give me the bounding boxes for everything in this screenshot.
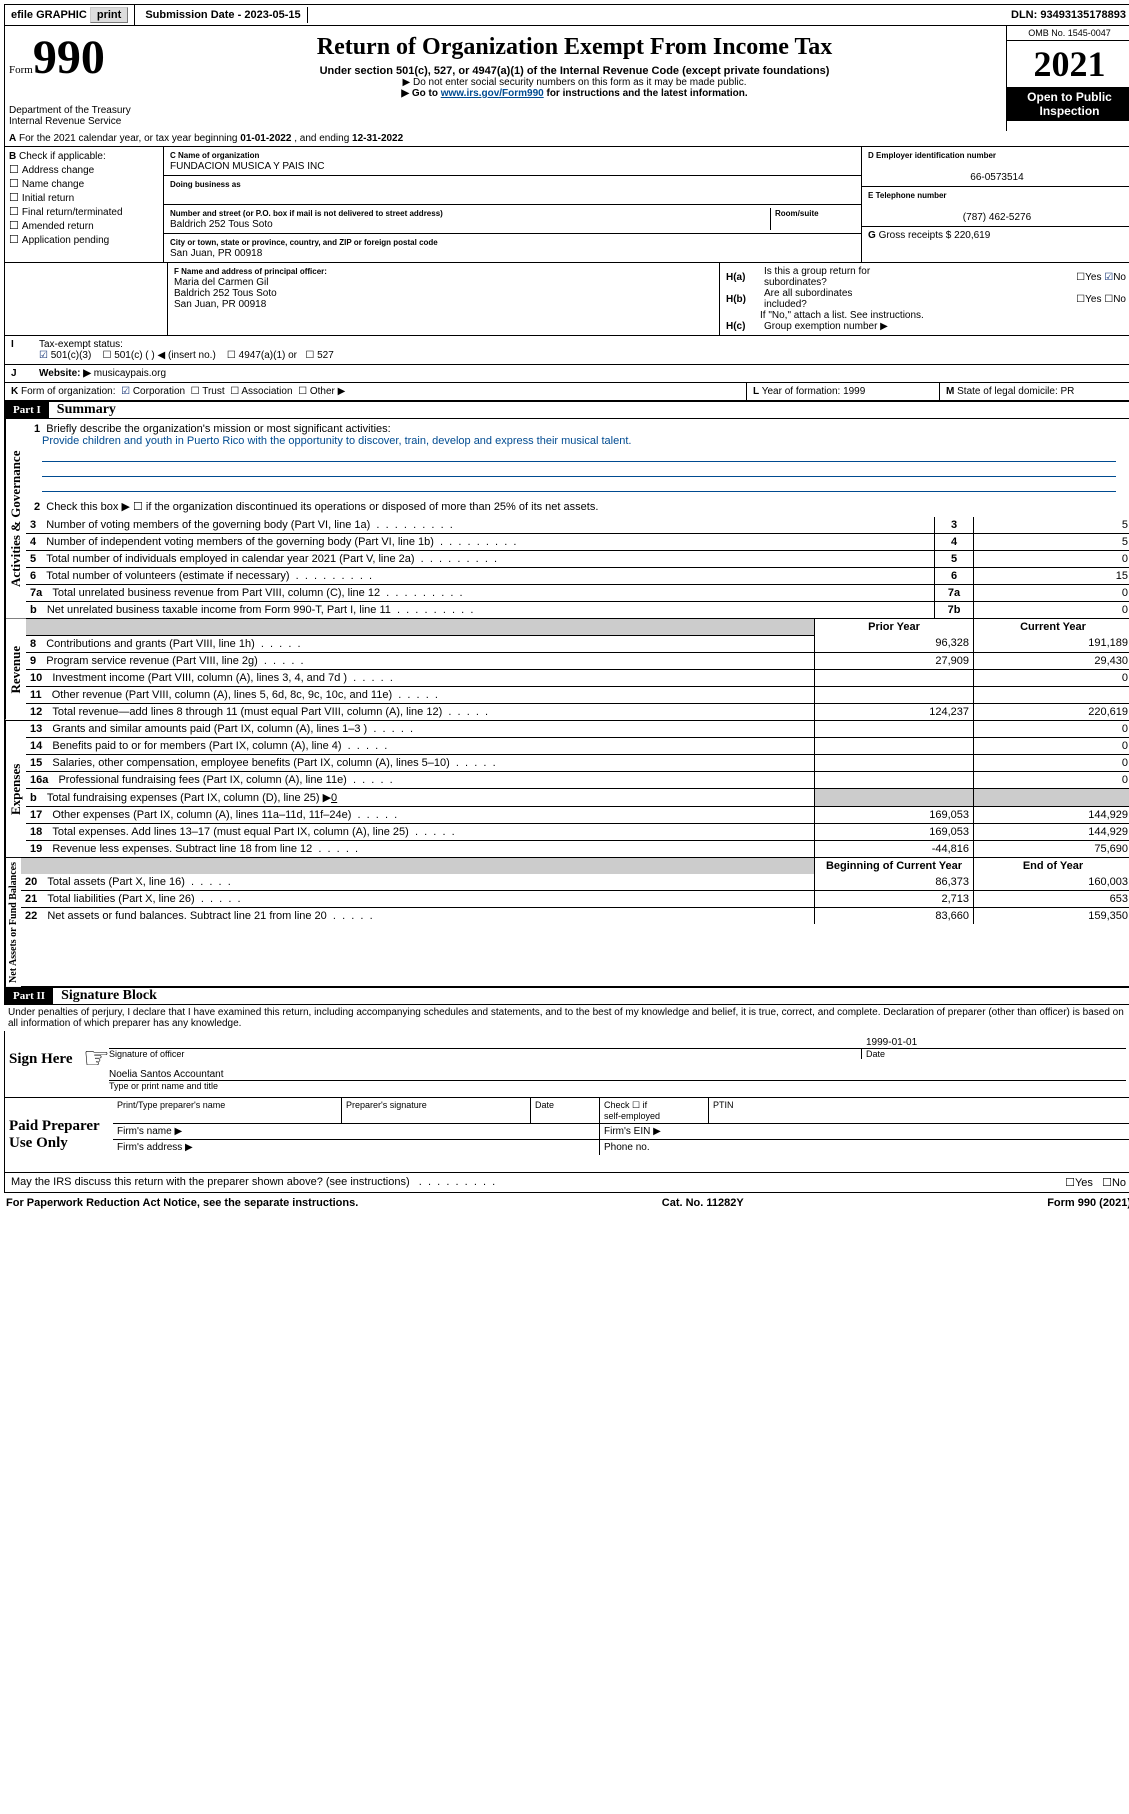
- form-number: 990: [33, 31, 105, 84]
- dept-treasury: Department of the TreasuryInternal Reven…: [9, 105, 139, 127]
- city-cell: City or town, state or province, country…: [164, 234, 861, 262]
- entity-info: B Check if applicable: Address change Na…: [4, 147, 1129, 263]
- vtab-expenses: Expenses: [5, 721, 26, 857]
- chk-initial-return[interactable]: Initial return: [9, 191, 159, 204]
- org-name-cell: C Name of organization FUNDACION MUSICA …: [164, 147, 861, 176]
- org-name: FUNDACION MUSICA Y PAIS INC: [170, 161, 324, 172]
- expenses-table: 13 Grants and similar amounts paid (Part…: [26, 721, 1129, 857]
- efile-graphic: efile GRAPHIC print: [5, 5, 135, 25]
- fg-row: F Name and address of principal officer:…: [4, 263, 1129, 336]
- form-subtitle: Under section 501(c), 527, or 4947(a)(1)…: [147, 65, 1002, 77]
- ha-yes-no[interactable]: ☐Yes ☑No: [1076, 272, 1126, 283]
- form-label: Form: [9, 64, 33, 76]
- chk-name-change[interactable]: Name change: [9, 177, 159, 190]
- instructions-link-line: ▶ Go to www.irs.gov/Form990 for instruct…: [147, 88, 1002, 99]
- print-button[interactable]: print: [90, 7, 128, 23]
- line2: 2 Check this box ▶ ☐ if the organization…: [26, 496, 1129, 517]
- part1-header: Part ISummary: [4, 401, 1129, 419]
- omb-number: OMB No. 1545-0047: [1007, 26, 1129, 41]
- chk-amended-return[interactable]: Amended return: [9, 219, 159, 232]
- chk-final-return[interactable]: Final return/terminated: [9, 205, 159, 218]
- tax-status-row: I Tax-exempt status: ☑ 501(c)(3) ☐ 501(c…: [4, 336, 1129, 365]
- privacy-note: ▶ Do not enter social security numbers o…: [147, 77, 1002, 88]
- discuss-yes-no[interactable]: ☐Yes ☐No: [1065, 1176, 1126, 1189]
- line1-mission: 1 Briefly describe the organization's mi…: [26, 419, 1129, 496]
- ein-cell: D Employer identification number 66-0573…: [862, 147, 1129, 187]
- sign-here-block: Sign Here ☞ 1999-01-01 Signature of offi…: [4, 1031, 1129, 1098]
- top-bar: efile GRAPHIC print Submission Date - 20…: [4, 4, 1129, 26]
- perjury-declaration: Under penalties of perjury, I declare th…: [4, 1005, 1129, 1031]
- chk-app-pending[interactable]: Application pending: [9, 233, 159, 246]
- form-header: Form990 Department of the TreasuryIntern…: [4, 26, 1129, 131]
- page-footer: For Paperwork Reduction Act Notice, see …: [4, 1193, 1129, 1213]
- section-a: A For the 2021 calendar year, or tax yea…: [4, 131, 1129, 147]
- netassets-table: Beginning of Current YearEnd of Year 20 …: [21, 858, 1129, 924]
- submission-date: Submission Date - 2023-05-15: [139, 7, 307, 23]
- gross-receipts: G Gross receipts $ 220,619: [862, 227, 1129, 244]
- dba-cell: Doing business as: [164, 176, 861, 205]
- discuss-row: May the IRS discuss this return with the…: [4, 1173, 1129, 1193]
- section-b-checkboxes: B Check if applicable: Address change Na…: [5, 147, 164, 262]
- irs-link[interactable]: www.irs.gov/Form990: [441, 88, 544, 99]
- phone-cell: E Telephone number (787) 462-5276: [862, 187, 1129, 227]
- website-link[interactable]: musicaypais.org: [94, 368, 166, 379]
- vtab-netassets: Net Assets or Fund Balances: [5, 858, 21, 987]
- part2-header: Part IISignature Block: [4, 987, 1129, 1005]
- hb-yes-no[interactable]: ☐Yes ☐No: [1076, 294, 1126, 305]
- tax-year: 2021: [1007, 41, 1129, 88]
- revenue-table: Prior YearCurrent Year 8 Contributions a…: [26, 619, 1129, 720]
- website-row: JWebsite: ▶ musicaypais.org: [4, 365, 1129, 383]
- form-title: Return of Organization Exempt From Incom…: [147, 34, 1002, 61]
- public-inspection: Open to PublicInspection: [1007, 88, 1129, 121]
- lines-3-7: 3 Number of voting members of the govern…: [26, 517, 1129, 618]
- kform-row: K Form of organization: ☑ Corporation ☐ …: [4, 383, 1129, 401]
- paid-preparer-block: Paid Preparer Use Only Print/Type prepar…: [4, 1098, 1129, 1173]
- vtab-revenue: Revenue: [5, 619, 26, 720]
- address-cell: Number and street (or P.O. box if mail i…: [164, 205, 861, 234]
- dln: DLN: 93493135178893: [1005, 7, 1129, 23]
- vtab-activities: Activities & Governance: [5, 419, 26, 618]
- chk-address-change[interactable]: Address change: [9, 163, 159, 176]
